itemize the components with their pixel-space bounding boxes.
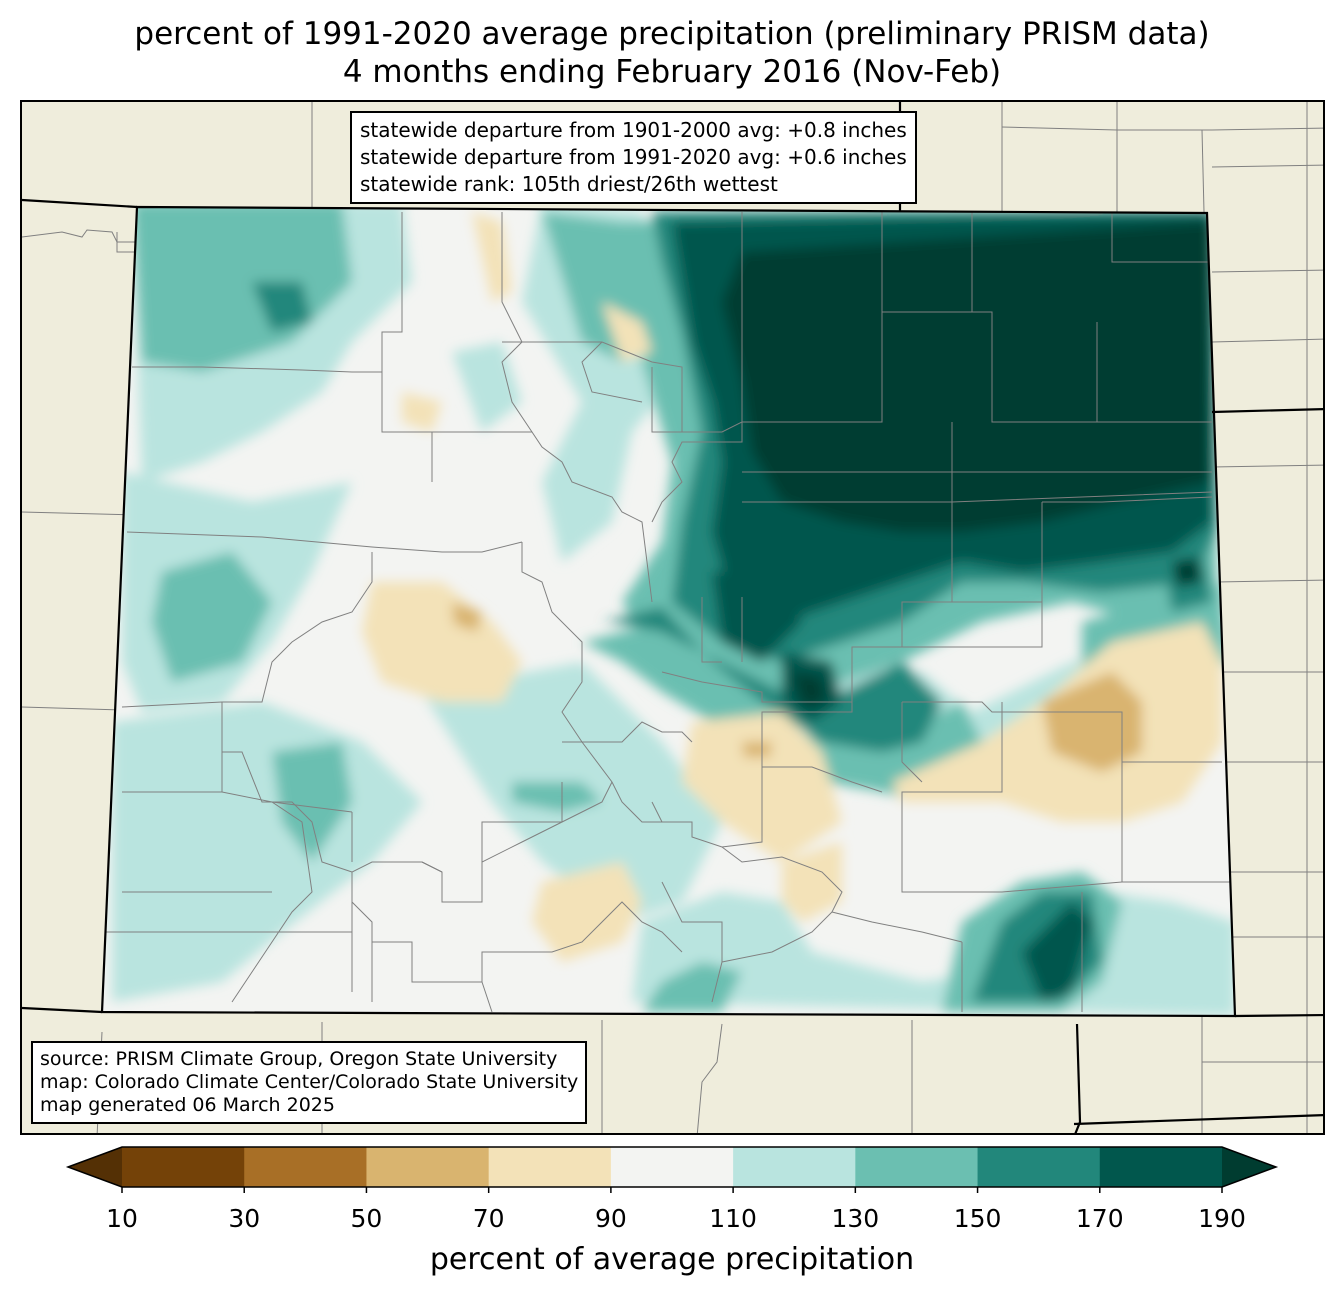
colorbar-label: percent of average precipitation bbox=[429, 1242, 915, 1277]
colorbar-bin bbox=[855, 1147, 979, 1187]
precip-field bbox=[102, 207, 1235, 1016]
colorbar-bin bbox=[488, 1147, 612, 1187]
colorbar-tick-label: 190 bbox=[1198, 1204, 1246, 1233]
county-lines bbox=[102, 212, 1235, 1013]
map-title-line1: percent of 1991-2020 average precipitati… bbox=[134, 16, 1210, 52]
colorbar-bin bbox=[244, 1147, 367, 1187]
colorbar-bin bbox=[733, 1147, 856, 1187]
colorbar-bin bbox=[977, 1147, 1101, 1187]
stats-line-2: statewide departure from 1991-2020 avg: … bbox=[360, 145, 907, 169]
colorbar-tick-label: 10 bbox=[106, 1204, 138, 1233]
colorbar-tick-label: 130 bbox=[831, 1204, 880, 1233]
colorbar-tick-label: 70 bbox=[472, 1204, 505, 1233]
colorbar-tick-label: 110 bbox=[709, 1204, 757, 1233]
colorbar-tick-label: 170 bbox=[1075, 1204, 1124, 1233]
map-title-line2: 4 months ending February 2016 (Nov-Feb) bbox=[342, 54, 1002, 90]
colorbar bbox=[65, 1146, 1279, 1193]
map-canvas bbox=[22, 102, 1323, 1133]
colorbar-bin bbox=[68, 1147, 122, 1187]
source-line-1: source: PRISM Climate Group, Oregon Stat… bbox=[40, 1048, 558, 1070]
colorbar-bin bbox=[122, 1147, 245, 1187]
neighbor-county-lines bbox=[22, 102, 1323, 1133]
state-borders bbox=[22, 102, 1323, 1133]
source-line-3: map generated 06 March 2025 bbox=[40, 1094, 335, 1116]
colorbar-bin bbox=[1222, 1147, 1276, 1187]
colorbar-bin bbox=[1099, 1147, 1223, 1187]
colorbar-bin bbox=[366, 1147, 490, 1187]
colorbar-tick-label: 90 bbox=[594, 1204, 627, 1233]
statewide-stats-box: statewide departure from 1901-2000 avg: … bbox=[350, 111, 917, 204]
colorbar-tick-label: 150 bbox=[953, 1204, 1002, 1233]
stats-line-3: statewide rank: 105th driest/26th wettes… bbox=[360, 172, 778, 196]
colorbar-tick-label: 30 bbox=[228, 1204, 261, 1233]
source-box: source: PRISM Climate Group, Oregon Stat… bbox=[31, 1041, 588, 1124]
colorbar-bin bbox=[610, 1147, 734, 1187]
colorbar-tick-label: 50 bbox=[350, 1204, 383, 1233]
precipitation-map bbox=[20, 100, 1325, 1135]
source-line-2: map: Colorado Climate Center/Colorado St… bbox=[40, 1071, 579, 1093]
stats-line-1: statewide departure from 1901-2000 avg: … bbox=[360, 118, 907, 142]
